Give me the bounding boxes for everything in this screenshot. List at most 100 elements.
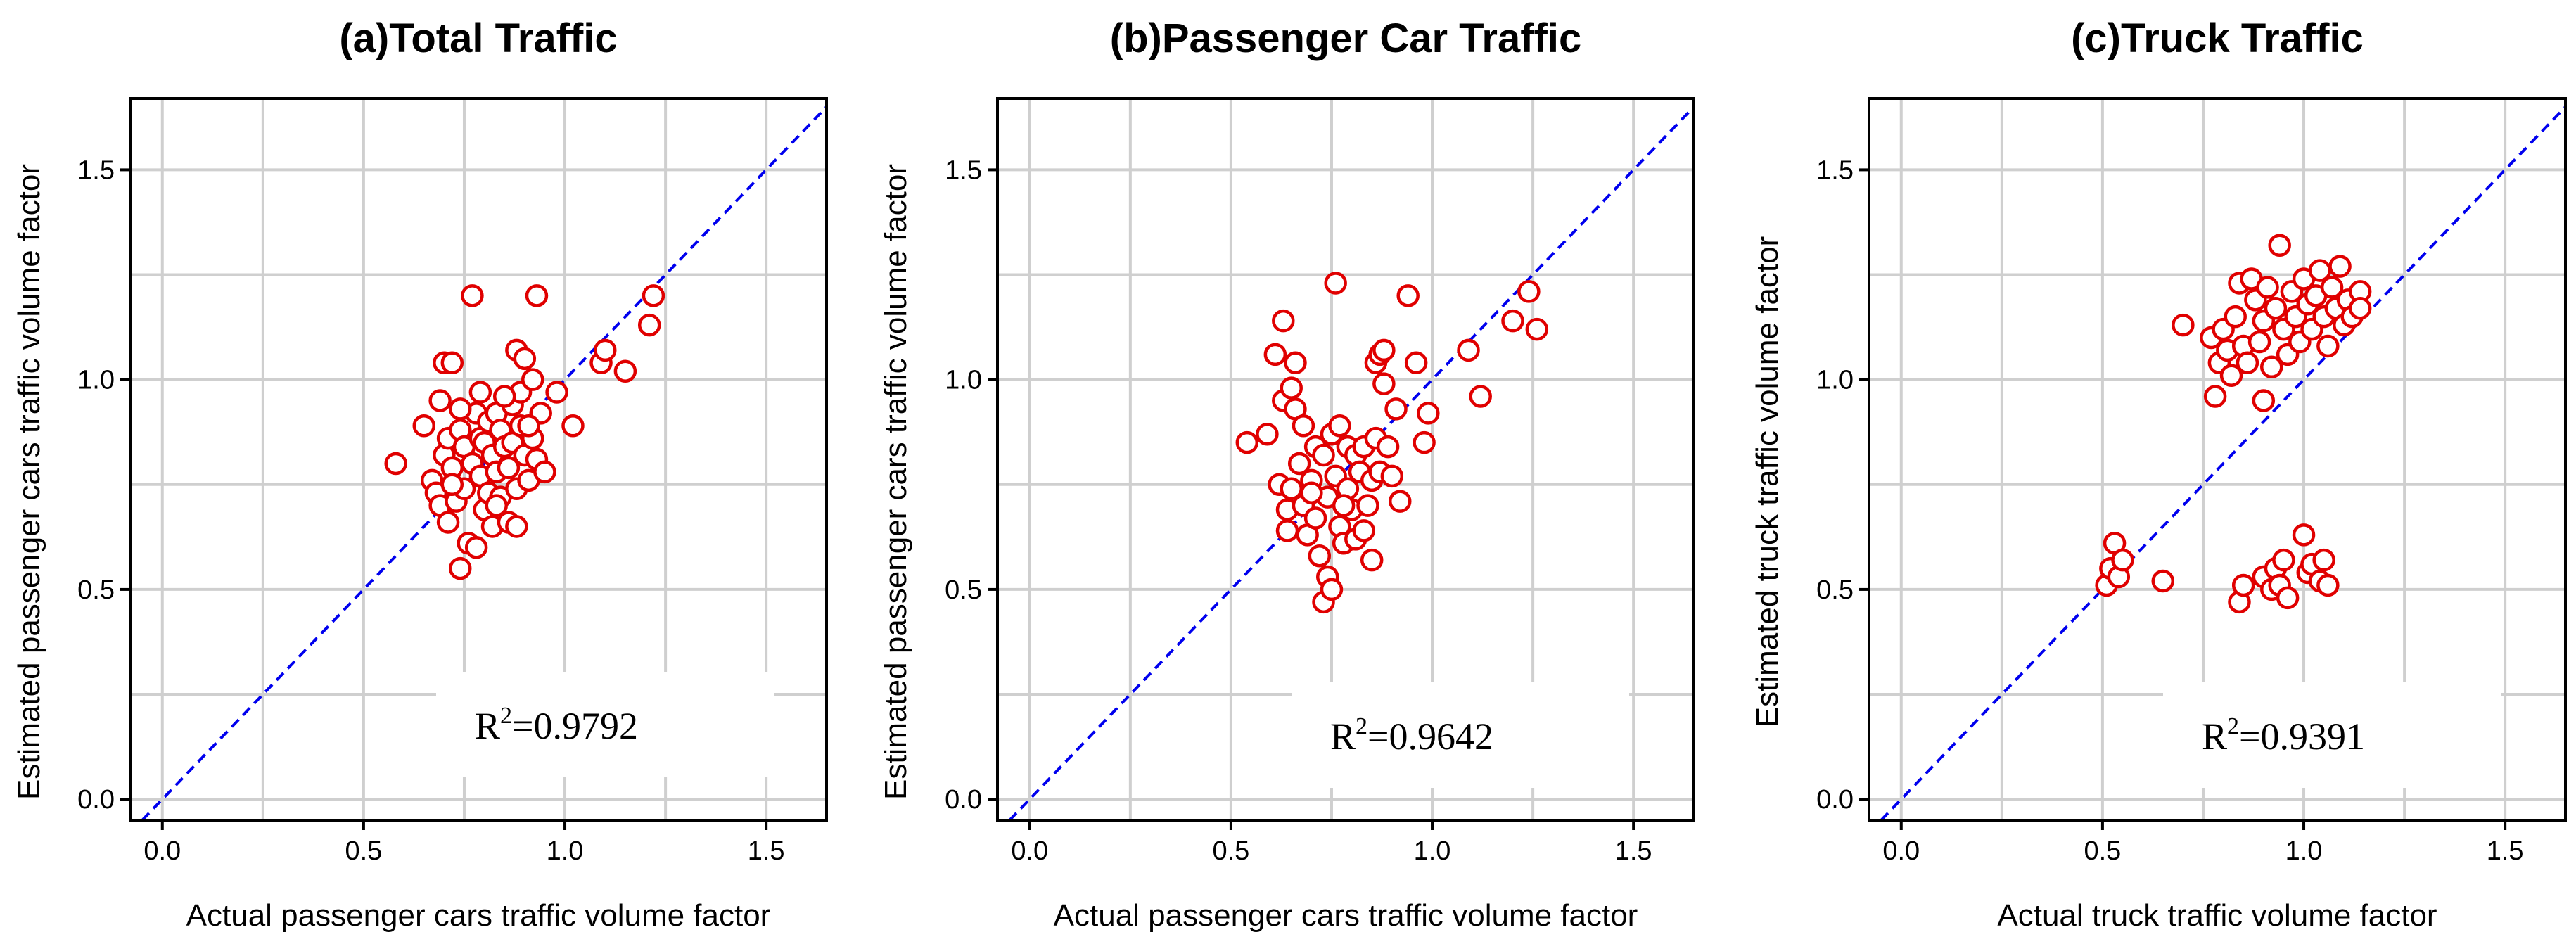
data-point [1332,494,1356,517]
reference-line [141,106,828,822]
data-point [2272,548,2295,572]
data-point [545,381,568,404]
r2-box [2163,682,2501,788]
data-point [2256,276,2279,299]
data-point [1384,397,1408,421]
data-point [613,359,637,383]
data-point [1303,506,1327,530]
data-point [1256,422,1279,446]
data-point [2264,297,2288,320]
r2-superscript: 2 [500,703,512,729]
y-tick-label: 0.0 [945,785,982,815]
r2-letter: R [2202,715,2227,758]
data-point [384,452,407,476]
data-point [1372,372,1396,395]
data-point [1292,414,1315,438]
data-point [1356,494,1379,517]
y-tick-label: 0.5 [945,575,982,605]
data-point [1517,280,1541,303]
y-axis-label: Estimated passenger cars traffic volume … [12,164,46,800]
data-point [505,515,528,538]
y-tick-label: 1.0 [77,366,115,395]
data-point [2111,548,2134,572]
data-point [2219,364,2243,387]
data-point [497,456,521,480]
data-point [2252,389,2276,412]
data-point [1324,272,1347,295]
data-point [1275,519,1299,542]
data-point [2260,355,2283,379]
data-point [594,338,617,362]
plot-frame [1868,97,2567,822]
x-tick-label: 1.5 [748,836,785,866]
data-points [2095,234,2372,614]
y-tick-label: 0.0 [77,785,115,815]
data-point [2348,297,2372,320]
data-point [2276,586,2300,610]
r2-letter: R [475,705,500,747]
data-point [1320,578,1344,601]
data-point [2328,255,2352,278]
data-point [492,385,516,408]
data-point [1360,548,1384,572]
data-point [2203,385,2227,408]
x-tick-label: 0.5 [1212,836,1249,866]
data-point [2316,334,2340,358]
data-point [440,473,464,497]
y-axis-label: Estimated truck traffic volume factor [1750,236,1785,728]
data-point [1263,343,1287,366]
data-points [1235,272,1549,614]
data-point [485,494,509,517]
x-tick-label: 0.0 [1882,836,1920,866]
x-axis-label: Actual passenger cars traffic volume fac… [1054,898,1638,933]
data-point [2231,573,2255,597]
y-tick-label: 1.5 [945,155,982,185]
data-point [428,389,452,412]
x-axis-label: Actual truck traffic volume factor [1997,898,2437,933]
data-point [1312,443,1335,467]
data-point [642,284,665,307]
r2-annotation: R2=0.9792 [475,703,638,747]
data-point [2316,573,2340,597]
chart-title: (a)Total Traffic [339,15,617,61]
r2-value: =0.9792 [512,705,638,747]
data-point [637,313,661,337]
data-point [1284,351,1307,375]
data-point [561,414,585,438]
data-point [1308,544,1332,568]
data-point [1413,430,1436,454]
data-point [533,460,556,484]
reference-line [1880,106,2567,822]
data-point [1376,435,1400,459]
data-point [440,351,464,375]
chart-title: (b)Passenger Car Traffic [1110,15,1581,61]
r2-annotation: R2=0.9391 [2202,713,2365,758]
x-tick-label: 1.5 [1615,836,1652,866]
data-points [384,284,665,580]
data-point [2172,313,2195,337]
data-point [2236,351,2259,375]
r2-value: =0.9391 [2239,715,2365,758]
y-axis-label: Estimated passenger cars traffic volume … [879,164,913,800]
data-point [2151,569,2174,593]
x-tick-label: 1.0 [547,836,584,866]
y-tick-label: 0.5 [1816,575,1854,605]
r2-annotation: R2=0.9642 [1330,713,1493,758]
x-tick-label: 0.5 [345,836,382,866]
data-point [1501,309,1524,333]
y-tick-label: 0.5 [77,575,115,605]
x-tick-label: 0.5 [2084,836,2121,866]
data-point [1457,338,1480,362]
x-axis-label: Actual passenger cars traffic volume fac… [186,898,771,933]
plot-frame [129,97,828,822]
data-point [461,284,484,307]
y-tick-label: 1.5 [77,155,115,185]
data-point [412,414,435,438]
data-point [448,397,472,421]
panel-truck-traffic: (c)Truck Traffic Estimated truck traffic… [1750,15,2567,933]
panel-passenger-car-traffic: (b)Passenger Car Traffic Estimated passe… [879,15,1695,933]
data-point [1417,402,1440,425]
data-point [2292,523,2316,547]
data-point [1372,338,1396,362]
data-point [1380,464,1404,488]
